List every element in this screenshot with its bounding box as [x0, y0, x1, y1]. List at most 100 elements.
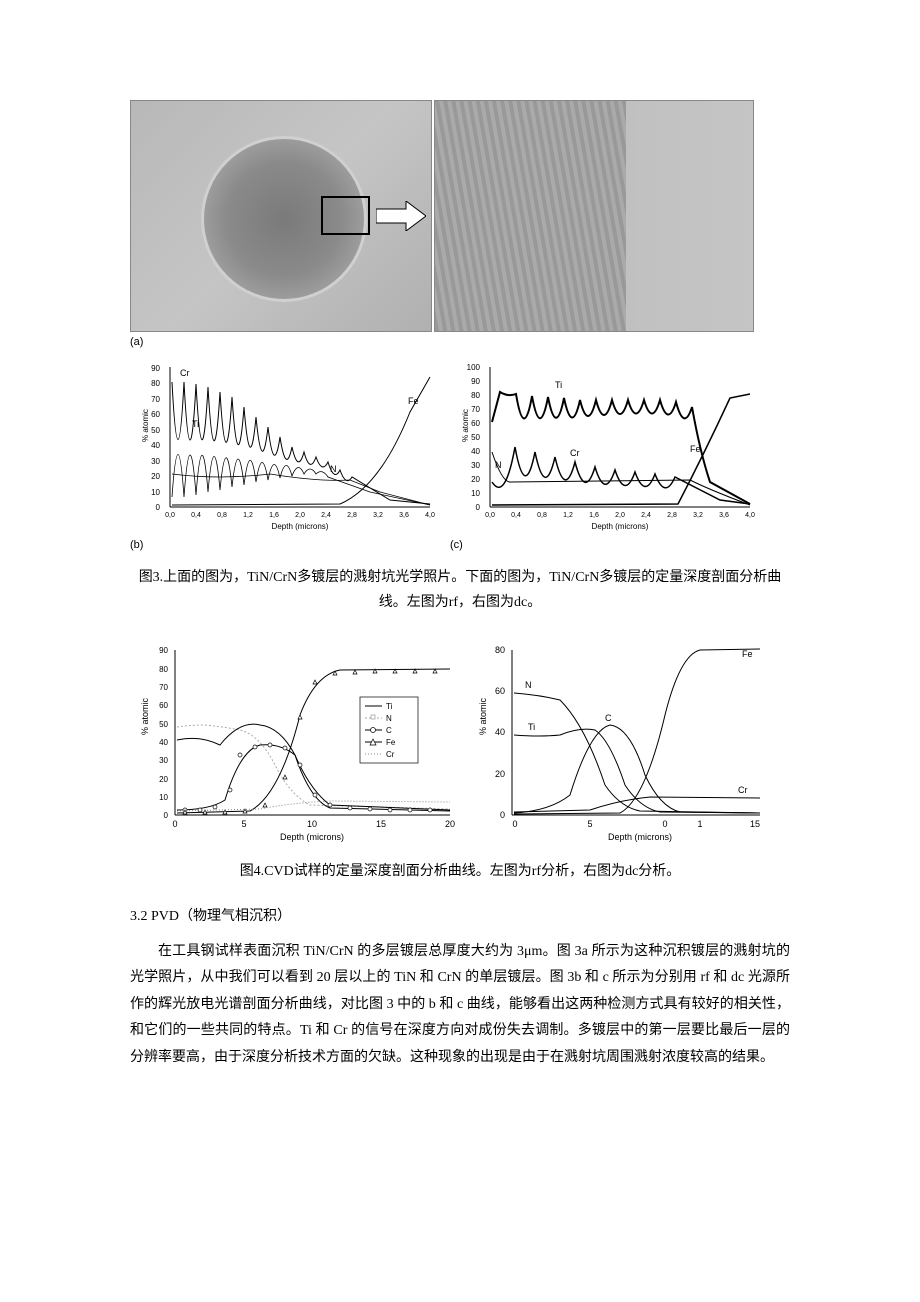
svg-text:30: 30 [159, 756, 168, 765]
svg-text:20: 20 [151, 472, 160, 481]
chart3b-label-n: N [330, 464, 337, 474]
svg-text:3,2: 3,2 [373, 512, 383, 519]
svg-text:15: 15 [376, 819, 386, 829]
figure3-panel-a: (a) [130, 100, 790, 348]
chart3c-fe-line [492, 394, 750, 505]
svg-text:0: 0 [164, 811, 169, 820]
svg-text:C: C [386, 726, 392, 735]
panel-c-label: (c) [450, 539, 760, 551]
chart4r-xticks: 0 5 0 1 15 [512, 819, 760, 829]
chart4r-label-cr: Cr [738, 785, 748, 795]
svg-text:70: 70 [159, 683, 168, 692]
svg-text:60: 60 [159, 701, 168, 710]
panel-a-label: (a) [130, 336, 790, 348]
svg-text:1,2: 1,2 [243, 512, 253, 519]
svg-text:0,8: 0,8 [217, 512, 227, 519]
chart4r-label-c: C [605, 713, 612, 723]
chart3c-label-n: N [495, 460, 502, 470]
svg-text:5: 5 [241, 819, 246, 829]
chart4r-label-n: N [525, 680, 532, 690]
chart4l-xlabel: Depth (microns) [280, 832, 344, 842]
multilayer-stripes [435, 101, 626, 331]
svg-text:0: 0 [476, 503, 481, 512]
figure3-chart-b: % atomic 0 10 20 30 40 50 60 70 80 90 0,… [130, 352, 440, 532]
chart4l-xticks: 0 5 10 15 20 [172, 819, 455, 829]
chart4r-ti-line [514, 730, 760, 814]
svg-text:20: 20 [445, 819, 455, 829]
svg-text:Fe: Fe [386, 738, 396, 747]
svg-text:80: 80 [495, 645, 505, 655]
svg-text:30: 30 [151, 457, 160, 466]
chart4r-ylabel: % atomic [478, 698, 488, 736]
svg-text:0,0: 0,0 [165, 512, 175, 519]
chart4r-label-fe: Fe [742, 649, 753, 659]
svg-text:0: 0 [172, 819, 177, 829]
zoom-rectangle [321, 196, 370, 235]
svg-text:0: 0 [156, 503, 161, 512]
svg-text:80: 80 [471, 391, 480, 400]
chart3b-label-ti: Ti [192, 419, 199, 429]
svg-text:3,6: 3,6 [719, 512, 729, 519]
svg-text:2,8: 2,8 [667, 512, 677, 519]
figure3-chart-c: % atomic 0 10 20 30 40 50 60 70 80 90 10… [450, 352, 760, 532]
svg-text:50: 50 [159, 720, 168, 729]
svg-text:40: 40 [151, 441, 160, 450]
fig3a-left-micrograph [130, 100, 432, 332]
svg-text:1,2: 1,2 [563, 512, 573, 519]
svg-text:0: 0 [500, 810, 505, 820]
svg-text:3,6: 3,6 [399, 512, 409, 519]
svg-text:Cr: Cr [386, 750, 395, 759]
chart4r-fe-line [514, 649, 760, 814]
figure3-charts: % atomic 0 10 20 30 40 50 60 70 80 90 0,… [130, 352, 790, 551]
chart3b-xticks: 0,0 0,4 0,8 1,2 1,6 2,0 2,4 2,8 3,2 3,6 … [165, 512, 435, 519]
svg-text:Ti: Ti [386, 702, 393, 711]
svg-text:0,8: 0,8 [537, 512, 547, 519]
svg-text:10: 10 [471, 489, 480, 498]
svg-text:15: 15 [750, 819, 760, 829]
chart3b-cr-line [172, 382, 430, 504]
svg-text:20: 20 [471, 475, 480, 484]
figure3-chart-c-wrap: % atomic 0 10 20 30 40 50 60 70 80 90 10… [450, 352, 760, 551]
chart3b-fe-line [172, 377, 430, 505]
chart3b-label-fe: Fe [408, 396, 419, 406]
svg-text:10: 10 [159, 793, 168, 802]
svg-text:0,4: 0,4 [511, 512, 521, 519]
figure4-chart-left: % atomic 0 10 20 30 40 50 60 70 80 90 0 … [130, 635, 460, 845]
svg-text:2,0: 2,0 [295, 512, 305, 519]
svg-text:2,8: 2,8 [347, 512, 357, 519]
section-paragraph: 在工具钢试样表面沉积 TiN/CrN 的多层镀层总厚度大约为 3μm。图 3a … [130, 939, 790, 1072]
svg-text:90: 90 [151, 364, 160, 373]
chart3c-ti-line [492, 392, 750, 504]
chart3c-xticks: 0,0 0,4 0,8 1,2 1,6 2,0 2,4 2,8 3,2 3,6 … [485, 512, 755, 519]
fig3a-container [130, 100, 790, 332]
svg-text:4,0: 4,0 [425, 512, 435, 519]
svg-text:40: 40 [471, 447, 480, 456]
chart3b-ti-line [172, 455, 430, 506]
svg-text:2,4: 2,4 [321, 512, 331, 519]
svg-text:60: 60 [471, 419, 480, 428]
chart3b-ylabel: % atomic [141, 409, 150, 442]
chart3b-xlabel: Depth (microns) [272, 522, 329, 531]
chart3c-xlabel: Depth (microns) [592, 522, 649, 531]
svg-text:3,2: 3,2 [693, 512, 703, 519]
chart3c-label-ti: Ti [555, 380, 562, 390]
svg-text:60: 60 [495, 686, 505, 696]
chart4l-yticks: 0 10 20 30 40 50 60 70 80 90 [159, 646, 168, 820]
figure4-caption: 图4.CVD试样的定量深度剖面分析曲线。左图为rf分析，右图为dc分析。 [130, 859, 790, 884]
svg-text:1,6: 1,6 [269, 512, 279, 519]
svg-text:0: 0 [662, 819, 667, 829]
svg-text:2,0: 2,0 [615, 512, 625, 519]
svg-text:N: N [386, 714, 392, 723]
svg-text:90: 90 [471, 377, 480, 386]
svg-text:50: 50 [471, 433, 480, 442]
svg-text:2,4: 2,4 [641, 512, 651, 519]
chart3c-n-line [492, 452, 750, 505]
svg-text:80: 80 [151, 379, 160, 388]
svg-text:0,0: 0,0 [485, 512, 495, 519]
svg-text:60: 60 [151, 410, 160, 419]
svg-text:20: 20 [159, 775, 168, 784]
chart4r-yticks: 0 20 40 60 80 [495, 645, 505, 820]
figure3-chart-b-wrap: % atomic 0 10 20 30 40 50 60 70 80 90 0,… [130, 352, 440, 551]
chart3b-label-cr: Cr [180, 368, 190, 378]
svg-text:40: 40 [159, 738, 168, 747]
